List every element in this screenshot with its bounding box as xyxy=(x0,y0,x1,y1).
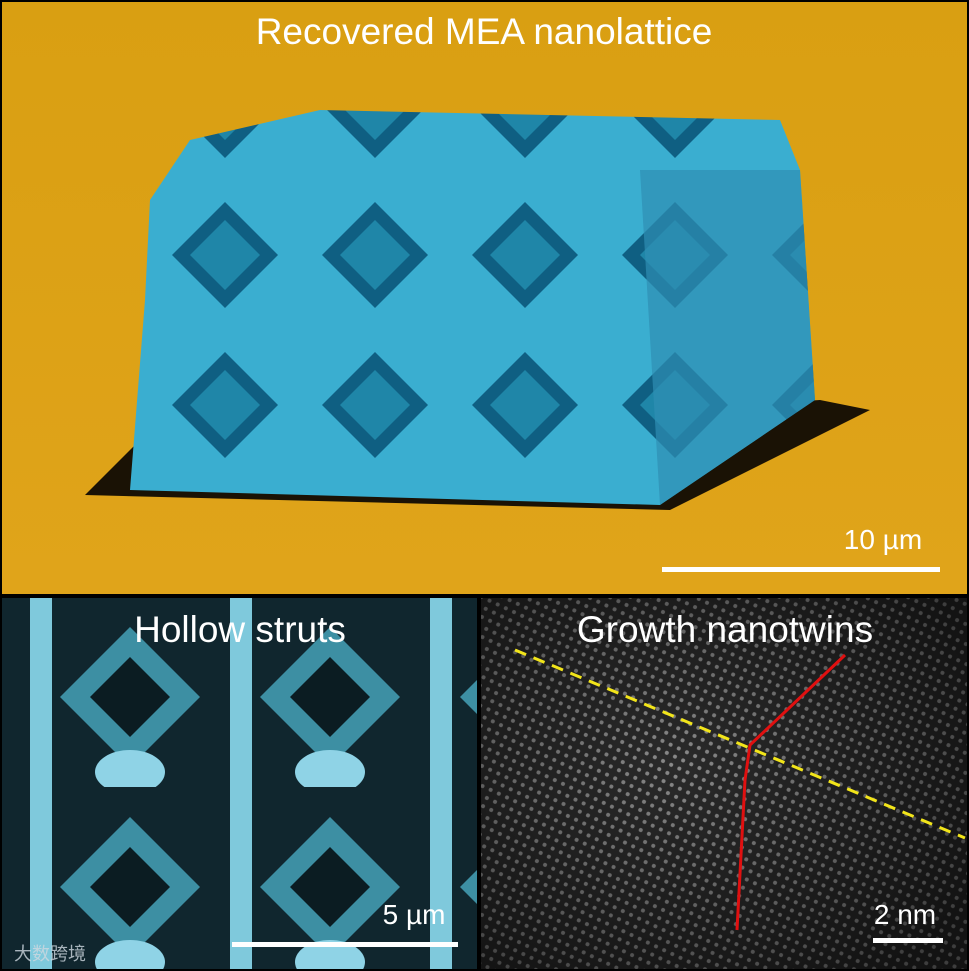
scale-bar xyxy=(873,938,943,943)
twin-boundary xyxy=(514,648,966,840)
panel-shade xyxy=(481,598,967,969)
panel-title: Growth nanotwins xyxy=(577,609,873,650)
scale-bar xyxy=(232,942,458,947)
scale-bar xyxy=(662,567,940,572)
watermark: 大数跨境 xyxy=(14,944,86,964)
lattice-side xyxy=(640,170,815,505)
lattice-trace xyxy=(735,653,847,931)
scale-label: 5 µm xyxy=(383,899,446,930)
panel-title: Recovered MEA nanolattice xyxy=(256,11,713,52)
panel-title: Hollow struts xyxy=(134,609,346,650)
scale-label: 2 nm xyxy=(874,899,936,930)
scale-label: 10 µm xyxy=(844,524,922,555)
panel-struts xyxy=(2,598,477,969)
